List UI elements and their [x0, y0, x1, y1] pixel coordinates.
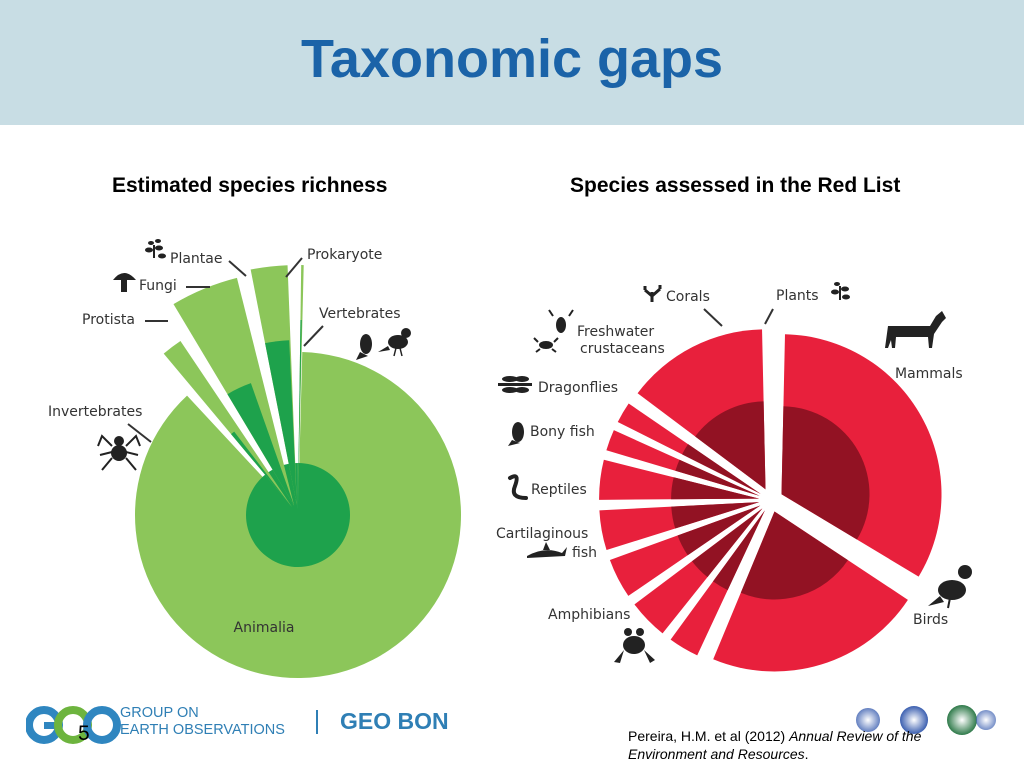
bird-icon [928, 565, 972, 609]
plant-icon [831, 282, 850, 300]
segment-inner-dragonflies [671, 502, 760, 529]
citation-authors: Pereira, H.M. et al (2012) [628, 728, 790, 744]
segment-inner-cartilaginous-fish [713, 510, 765, 591]
label-bony-fish: Bony fish [530, 424, 595, 440]
footer-divider [316, 710, 318, 734]
header-bar [0, 0, 1024, 125]
wedge-inner-fungi [227, 383, 295, 506]
segment-inner-mammals [695, 401, 766, 490]
segment-inner-plants [682, 444, 761, 494]
segment-inner-reptiles [692, 508, 763, 578]
decorative-circles [856, 705, 996, 735]
wedge-inner-prokaryote [297, 320, 302, 506]
geobon-logo: GEO BON [340, 708, 449, 734]
segment-inner-amphibians [740, 511, 848, 600]
logo-line2: EARTH OBSERVATIONS [120, 722, 285, 738]
segment-inner-bony-fish [677, 505, 761, 556]
label-mammals: Mammals [895, 366, 963, 382]
label-reptiles: Reptiles [531, 482, 587, 498]
shark-icon [527, 542, 567, 558]
segment-inner-birds [781, 406, 870, 540]
label-corals: Corals [666, 289, 710, 305]
label-cartilaginous-fish-text: Cartilaginous [496, 526, 588, 542]
label-protista: Protista [82, 312, 135, 328]
label-birds: Birds [913, 612, 948, 628]
page-number: 5 [78, 722, 90, 745]
label-animalia: Animalia [234, 620, 295, 636]
citation-journal: Annual Review of the Environment and Res… [628, 728, 922, 762]
wedge-inner-protista [231, 431, 292, 508]
label-plants: Plants [776, 288, 819, 304]
label-plantae: Plantae [170, 251, 222, 267]
fish-icon [508, 422, 524, 446]
citation-end: . [804, 746, 809, 762]
label-cartilaginous-fish: Cartilaginous fish [496, 526, 597, 561]
label-amphibians: Amphibians [548, 607, 630, 623]
geo-logo [26, 706, 121, 744]
richness-pie [135, 265, 462, 678]
citation: Pereira, H.M. et al (2012) Annual Review… [628, 727, 988, 763]
label-freshwater-line2: crustaceans [580, 341, 665, 357]
zebra-icon [885, 311, 946, 348]
coral-icon [643, 285, 662, 302]
dragonfly-icon [498, 376, 532, 393]
chart2-title: Species assessed in the Red List [570, 174, 901, 197]
wedge-prokaryote [297, 265, 304, 506]
redlist-leader-lines [703, 308, 774, 327]
richness-leader-lines [127, 257, 324, 443]
label-fungi: Fungi [139, 278, 177, 294]
label-freshwater-crustaceans: Freshwater crustaceans [577, 324, 665, 357]
logo-line1: GROUP ON [120, 705, 199, 721]
plant-icon [145, 239, 166, 259]
frog-icon [614, 628, 655, 663]
label-dragonflies: Dragonflies [538, 380, 618, 396]
label-invertebrates: Invertebrates [48, 404, 142, 420]
mushroom-icon [113, 273, 136, 292]
chart1-title: Estimated species richness [112, 174, 388, 197]
wedge-inner-plantae [265, 340, 297, 506]
label-freshwater-line1: Freshwater [577, 324, 654, 340]
page-title: Taxonomic gaps [300, 29, 724, 89]
segment-inner-corals [675, 459, 760, 496]
label-vertebrates: Vertebrates [319, 306, 401, 322]
redlist-pie [599, 329, 942, 672]
wedge-inner-animalia [246, 463, 351, 568]
spider-icon [97, 434, 141, 471]
fish-icon [356, 334, 372, 360]
segment-inner-freshwater-crustaceans [671, 477, 760, 500]
bird-icon [378, 328, 411, 357]
crab-icon [533, 309, 574, 353]
label-cartilaginous-fish-line2: fish [572, 545, 597, 561]
label-prokaryote: Prokaryote [307, 247, 382, 263]
snake-icon [508, 474, 528, 500]
